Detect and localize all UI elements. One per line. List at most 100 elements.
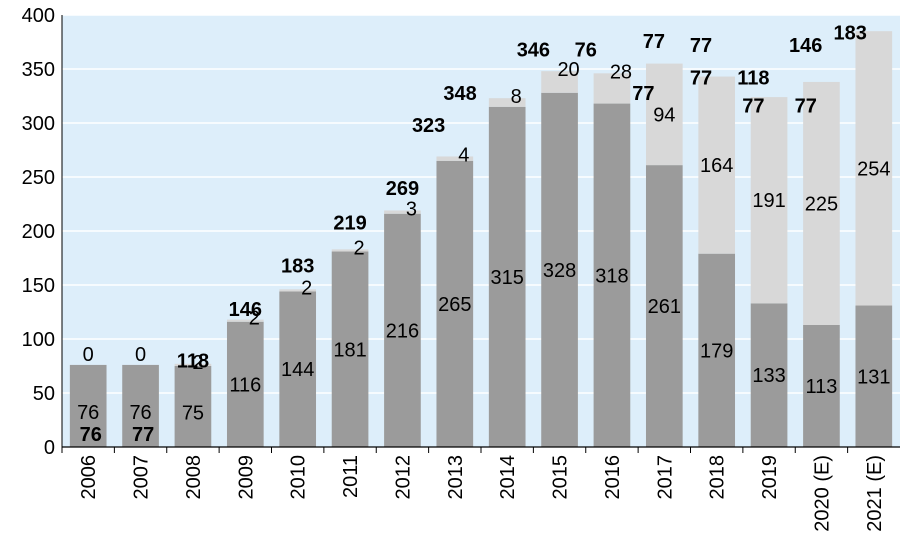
label-s1-2017: 261 <box>648 296 681 318</box>
x-tick-label-2014: 2014 <box>497 455 519 500</box>
y-tick-label-0: 0 <box>44 437 55 459</box>
y-axis: 0 50 100 150 200 250 300 350 400 <box>22 5 63 459</box>
total-label-3: 146 <box>229 299 262 321</box>
total-label-0: 76 <box>80 424 102 446</box>
bars <box>69 31 893 448</box>
label-s1-2011: 181 <box>333 339 366 361</box>
label-s1-2014: 315 <box>491 267 524 289</box>
bar-s2-2015 <box>541 71 578 93</box>
label-s2-2008: 2 <box>192 352 203 374</box>
label-s1-2010: 144 <box>281 359 314 381</box>
bar-s2-2021 (E) <box>855 31 893 306</box>
label-s2-2013: 4 <box>458 144 469 166</box>
bar-s2-2016 <box>593 73 631 104</box>
y-tick-label-250: 250 <box>22 167 55 189</box>
bar-s1-2019 <box>750 303 788 447</box>
label-s1-2019: 133 <box>752 365 785 387</box>
label-s1-2015: 328 <box>543 260 576 282</box>
total-label-16: 77 <box>742 96 764 118</box>
total-label-6: 269 <box>386 178 419 200</box>
label-s1-2009: 116 <box>229 374 261 396</box>
bar-s1-2011 <box>331 251 369 447</box>
bar-s1-2009 <box>226 321 264 447</box>
total-label-12: 77 <box>643 31 665 53</box>
label-s2-2019: 191 <box>752 190 785 212</box>
x-tick-label-2010: 2010 <box>288 455 310 500</box>
label-s2-2012: 3 <box>406 198 417 220</box>
label-s1-2007: 76 <box>129 402 151 424</box>
bar-s1-2006 <box>69 364 107 447</box>
x-tick-label-2019: 2019 <box>759 455 781 500</box>
label-s2-2014: 8 <box>511 86 522 108</box>
x-tick-label-2007: 2007 <box>131 455 153 500</box>
total-label-19: 183 <box>834 22 867 44</box>
total-label-8: 348 <box>443 83 476 105</box>
bar-s2-2009 <box>226 319 264 322</box>
bar-s1-2012 <box>384 213 421 447</box>
x-tick-label-2011: 2011 <box>340 455 362 498</box>
bar-s1-2021 (E) <box>855 305 893 447</box>
x-tick-label-2017: 2017 <box>654 455 676 500</box>
bar-s1-2013 <box>436 160 474 448</box>
total-label-13: 77 <box>690 68 712 90</box>
label-s1-2020 (E): 113 <box>805 376 837 398</box>
label-s2-2021 (E): 254 <box>857 158 890 180</box>
bar-s2-2019 <box>750 97 788 304</box>
bar-s1-2015 <box>541 92 578 447</box>
x-tick-label-2016: 2016 <box>602 455 624 500</box>
x-tick-label-2009: 2009 <box>235 455 257 500</box>
bar-s1-2014 <box>488 106 526 448</box>
total-label-15: 118 <box>737 68 769 90</box>
y-tick-label-200: 200 <box>22 221 55 243</box>
y-tick-label-300: 300 <box>22 113 55 135</box>
x-tick-label-2008: 2008 <box>183 455 205 500</box>
label-s2-2015: 20 <box>557 59 579 81</box>
label-s2-2018: 164 <box>700 155 733 177</box>
label-s1-2016: 318 <box>595 265 628 287</box>
bar-s2-2011 <box>331 249 369 252</box>
label-s2-2016: 28 <box>610 61 632 83</box>
bar-s2-2013 <box>436 156 474 161</box>
total-label-9: 346 <box>517 40 550 62</box>
x-tick-label-2015: 2015 <box>550 455 572 500</box>
bar-s1-2010 <box>279 291 317 447</box>
label-s2-2011: 2 <box>354 237 365 259</box>
x-tick-label-2006: 2006 <box>78 455 100 500</box>
bar-s2-2018 <box>698 76 736 254</box>
label-s1-2006: 76 <box>77 402 99 424</box>
label-s2-2007: 0 <box>135 344 146 366</box>
total-label-11: 77 <box>632 83 654 105</box>
label-s2-2020 (E): 225 <box>805 193 838 215</box>
y-tick-label-100: 100 <box>22 329 55 351</box>
bar-s2-2014 <box>488 98 526 107</box>
segment-labels: 76 0 76 0 75 2 116 2 144 2 181 2 216 3 265 4 315 8 328 20 31… <box>77 59 890 424</box>
total-label-4: 183 <box>281 256 314 278</box>
total-label-1: 77 <box>132 424 154 446</box>
label-s1-2021 (E): 131 <box>857 366 890 388</box>
bar-s2-2017 <box>645 63 683 166</box>
total-label-2: 118 <box>177 351 209 373</box>
bar-s2-2008 <box>174 363 212 366</box>
label-s2-2006: 0 <box>83 344 94 366</box>
label-s2-2017: 94 <box>653 104 675 126</box>
bar-s1-2016 <box>593 103 631 447</box>
total-label-14: 77 <box>690 35 712 57</box>
label-s1-2018: 179 <box>700 340 733 362</box>
x-tick-label-2013: 2013 <box>445 455 467 500</box>
x-tick-label-2018: 2018 <box>707 455 729 500</box>
total-label-18: 77 <box>795 96 817 118</box>
label-s2-2009: 2 <box>249 308 260 330</box>
y-tick-label-50: 50 <box>33 383 55 405</box>
label-s2-2010: 2 <box>301 277 312 299</box>
total-label-5: 219 <box>333 212 366 234</box>
x-tick-label-2021 (E): 2021 (E) <box>864 455 886 532</box>
x-tick-label-2012: 2012 <box>392 455 414 500</box>
x-axis: 2006 2007 2008 2009 2010 2011 2012 2013 2014 2015… <box>61 446 900 532</box>
y-tick-label-400: 400 <box>22 5 55 27</box>
label-s1-2008: 75 <box>182 403 204 425</box>
x-tick-label-2020 (E): 2020 (E) <box>811 455 833 532</box>
label-s1-2012: 216 <box>386 320 419 342</box>
bar-s2-2010 <box>279 289 317 292</box>
